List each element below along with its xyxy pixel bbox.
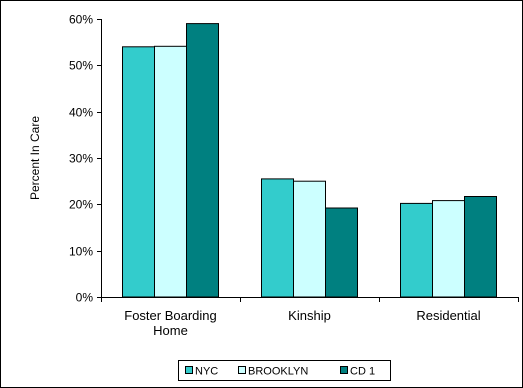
legend-box: [178, 360, 391, 381]
legend-swatch-cd-1: [340, 366, 348, 374]
y-tick-label: 50%: [69, 59, 93, 73]
y-tick-label: 20%: [69, 198, 93, 212]
x-category-label: Kinship: [288, 308, 331, 323]
legend-swatch-brooklyn: [238, 366, 246, 374]
y-tick-label: 10%: [69, 245, 93, 259]
bar-nyc-2: [400, 202, 433, 298]
bar-cd-1-0: [186, 23, 219, 298]
x-category-label: Residential: [416, 308, 480, 323]
bar-brooklyn-0: [154, 45, 187, 298]
x-category-label: Home: [153, 323, 188, 338]
bar-nyc-0: [122, 46, 155, 298]
bar-cd-1-1: [325, 207, 358, 298]
y-tick-label: 0%: [76, 291, 94, 305]
bar-nyc-1: [261, 178, 294, 298]
bar-cd-1-2: [464, 196, 497, 298]
bar-brooklyn-2: [432, 200, 465, 298]
legend-label: CD 1: [350, 366, 375, 378]
legend-label: NYC: [195, 366, 218, 378]
y-tick-label: 60%: [69, 13, 93, 27]
y-axis-label: Percent In Care: [28, 116, 42, 200]
x-category-label: Foster Boarding: [124, 308, 217, 323]
y-tick-label: 40%: [69, 106, 93, 120]
legend-swatch-nyc: [185, 366, 193, 374]
legend: NYC BROOKLYN CD 1: [178, 360, 391, 381]
y-axis-label-group: Percent In Care: [28, 116, 42, 200]
bar-brooklyn-1: [293, 180, 326, 298]
legend-label: BROOKLYN: [248, 366, 308, 378]
y-tick-label: 30%: [69, 152, 93, 166]
